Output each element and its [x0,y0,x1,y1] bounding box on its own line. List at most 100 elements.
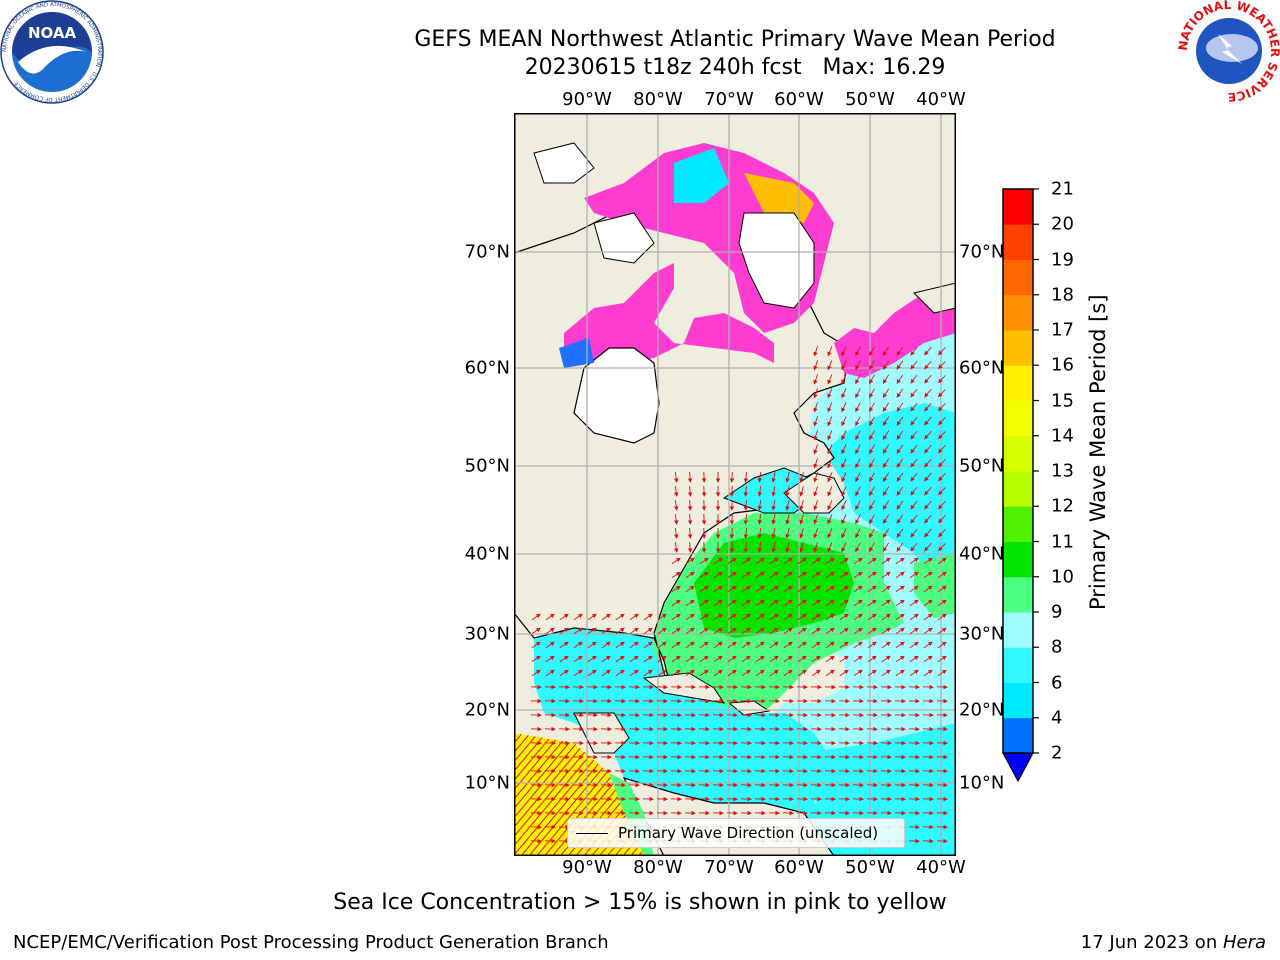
wave-direction-arrow [771,472,776,483]
wave-direction-arrow [882,528,890,538]
wave-direction-arrow [937,389,946,398]
wave-direction-arrow [743,471,749,483]
wave-direction-arrow [587,641,597,649]
wave-direction-arrow [757,472,763,483]
wave-direction-arrow [896,374,904,384]
wave-direction-arrow [909,599,919,607]
wave-direction-arrow [643,641,653,649]
wave-direction-arrow [799,514,804,525]
wave-direction-arrow [882,542,890,552]
wave-direction-arrow [729,471,735,483]
wave-direction-arrow [869,388,875,399]
wave-direction-arrow [924,472,932,482]
wave-direction-arrow [869,542,875,553]
wave-direction-arrow [741,571,751,579]
wave-direction-arrow [771,500,776,511]
greenland-fringe [834,293,956,378]
wave-direction-arrow [769,585,779,593]
wave-direction-arrow [573,669,583,677]
wave-direction-arrow [853,557,863,565]
wave-direction-arrow [825,655,835,663]
wave-direction-arrow [937,487,946,496]
wave-direction-arrow [783,571,793,579]
wave-direction-arrow [673,513,679,525]
wave-direction-arrow [643,669,653,677]
wave-direction-arrow [882,402,890,412]
wave-direction-arrow [909,669,919,677]
wave-direction-arrow [867,557,877,565]
wave-direction-arrow [755,613,765,621]
noaa-logo-text: NOAA [28,24,77,42]
wave-direction-arrow [869,346,875,357]
wave-direction-arrow [937,571,947,579]
wave-direction-arrow [685,655,695,663]
wave-direction-arrow [923,585,933,593]
wave-direction-arrow [559,669,569,677]
wave-direction-arrow [713,669,723,677]
wave-direction-arrow [699,571,709,579]
wave-direction-arrow [909,571,919,579]
wave-direction-arrow [923,669,933,677]
wave-direction-arrow [924,416,932,426]
wave-direction-arrow [813,402,819,413]
wave-direction-arrow [895,571,905,579]
wave-direction-arrow [727,585,737,593]
footer-date: 17 Jun 2023 on Hera [1081,932,1266,953]
wave-direction-arrow [924,486,932,496]
wave-direction-arrow [910,486,918,496]
wave-direction-arrow [896,486,904,496]
wave-direction-arrow [867,655,877,663]
wave-direction-arrow [713,627,723,635]
wave-direction-arrow [855,472,861,483]
arctic-cyan [674,148,729,203]
wave-direction-arrow [910,500,918,510]
wave-direction-arrow [853,627,863,635]
colorbar-tick-label: 2 [1051,742,1063,764]
wave-direction-arrow [783,627,793,635]
wave-direction-arrow [910,388,918,398]
wave-direction-arrow [671,655,681,663]
wave-direction-arrow [937,459,946,468]
wave-direction-arrow [755,585,765,593]
wave-direction-arrow [881,613,891,621]
wave-direction-arrow [727,641,737,649]
wave-direction-arrow [924,402,932,412]
wave-direction-arrow [643,627,653,635]
wave-direction-arrow [673,471,679,483]
wave-direction-arrow [841,472,847,483]
wave-direction-arrow [573,627,583,635]
wave-direction-arrow [881,585,891,593]
lat-label-70n-left: 70°N [464,241,510,263]
hudson-bay-fringe [564,263,774,365]
wave-direction-arrow [909,557,919,565]
wave-direction-arrow [687,527,693,539]
wave-direction-arrow [813,346,819,357]
wave-direction-arrow [587,627,597,635]
wave-direction-arrow [727,599,737,607]
wave-direction-arrow [797,585,807,593]
wave-direction-arrow [769,669,779,677]
lon-label-40w-top: 40°W [916,89,966,110]
wave-direction-arrow [882,346,890,356]
wave-direction-arrow [559,613,569,621]
wave-direction-arrow [811,571,821,579]
wave-direction-arrow [841,360,847,371]
wave-direction-arrow [713,585,723,593]
wave-direction-arrow [813,444,819,455]
wave-direction-arrow [882,458,890,468]
wave-direction-arrow [657,627,667,635]
wave-direction-arrow [841,458,847,469]
wave-direction-arrow [601,655,611,663]
wave-direction-arrow [839,627,849,635]
wave-direction-arrow [909,627,919,635]
wave-direction-arrow [923,655,933,663]
wave-direction-arrow [896,500,904,510]
wave-direction-arrow [827,444,833,455]
wave-direction-arrow [601,669,611,677]
wave-direction-arrow [713,599,723,607]
wave-direction-arrow [741,627,751,635]
wave-direction-arrow [869,500,875,511]
wave-direction-arrow [924,346,932,356]
wave-direction-arrow [923,613,933,621]
footer-branch: NCEP/EMC/Verification Post Processing Pr… [13,932,609,953]
